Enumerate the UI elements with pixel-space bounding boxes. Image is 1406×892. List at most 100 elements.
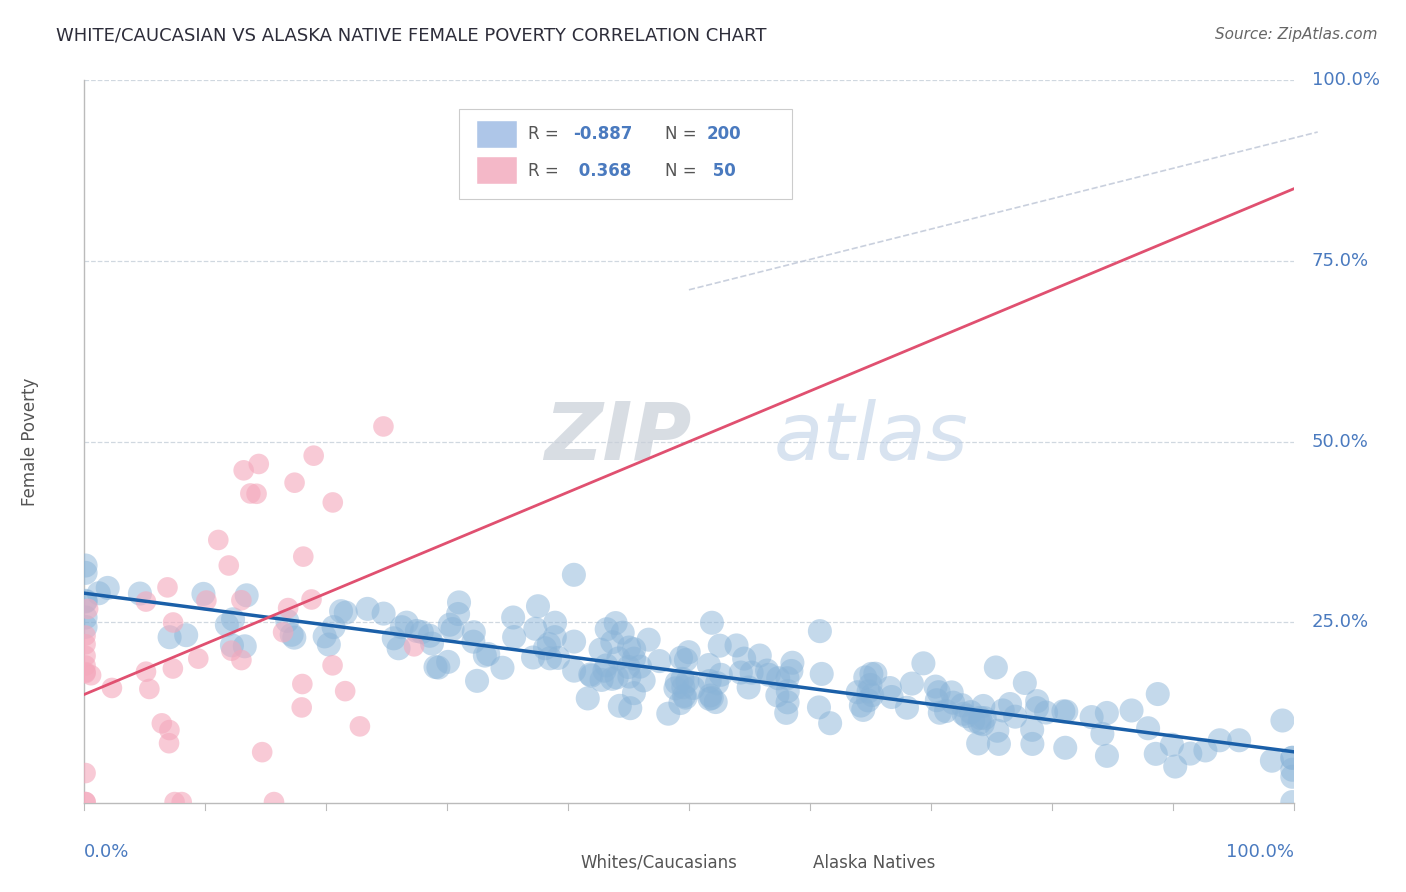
Point (1054, 705, 1077, 719)
Text: Source: ZipAtlas.com: Source: ZipAtlas.com (1215, 27, 1378, 42)
Text: N =: N = (665, 161, 702, 179)
Text: N =: N = (665, 126, 702, 144)
Point (75, 658, 97, 673)
FancyBboxPatch shape (770, 852, 804, 873)
Point (860, 688, 883, 702)
Point (75, 795, 97, 809)
Text: 100.0%: 100.0% (1226, 843, 1294, 861)
Point (766, 689, 789, 703)
Point (782, 656, 804, 670)
Point (969, 715, 991, 730)
Point (75, 766, 97, 780)
Point (1080, 710, 1102, 724)
Point (810, 667, 832, 681)
Point (322, 620, 344, 634)
Point (419, 629, 441, 643)
Point (235, 588, 257, 602)
Point (1014, 676, 1036, 690)
Point (138, 681, 160, 696)
Point (1281, 751, 1303, 765)
Point (222, 612, 245, 626)
Point (239, 486, 262, 500)
Point (157, 736, 180, 750)
Point (704, 695, 727, 709)
Point (1180, 747, 1202, 761)
Point (972, 717, 994, 731)
Text: 25.0%: 25.0% (1312, 613, 1369, 632)
Point (562, 634, 585, 648)
Point (1035, 706, 1057, 720)
Point (1271, 714, 1294, 728)
Point (129, 586, 152, 600)
Point (733, 651, 755, 665)
Text: -0.887: -0.887 (572, 126, 633, 144)
FancyBboxPatch shape (478, 157, 517, 185)
Point (924, 680, 946, 694)
Point (75, 620, 97, 634)
Point (318, 638, 340, 652)
Text: 50: 50 (707, 161, 735, 179)
Point (391, 620, 413, 634)
Point (135, 594, 157, 608)
Point (607, 651, 630, 665)
Point (967, 736, 990, 750)
Point (676, 674, 699, 689)
Point (477, 647, 499, 661)
Point (1227, 733, 1250, 747)
Text: 0.368: 0.368 (572, 161, 631, 179)
Point (425, 660, 447, 674)
Point (280, 628, 302, 642)
Point (1164, 759, 1187, 773)
Point (527, 599, 550, 614)
Point (1021, 737, 1043, 751)
Point (322, 495, 344, 509)
Point (1026, 701, 1049, 715)
Point (780, 664, 803, 678)
Point (373, 607, 395, 621)
Point (730, 665, 752, 680)
Point (617, 660, 640, 674)
Point (447, 607, 470, 621)
Point (80, 668, 103, 682)
Point (283, 631, 305, 645)
Text: 75.0%: 75.0% (1312, 252, 1369, 270)
Point (162, 615, 184, 630)
Point (221, 643, 243, 657)
Point (405, 624, 427, 638)
Point (1021, 723, 1043, 737)
Point (1095, 706, 1118, 720)
Point (1004, 709, 1026, 723)
Point (1144, 747, 1167, 761)
Point (284, 475, 307, 490)
Point (969, 711, 991, 725)
Point (544, 615, 567, 630)
Point (330, 604, 353, 618)
Text: Alaska Natives: Alaska Natives (814, 854, 936, 871)
Point (1281, 763, 1303, 777)
Point (880, 690, 903, 704)
Point (524, 622, 547, 636)
Point (465, 673, 488, 688)
Point (991, 703, 1014, 717)
Point (671, 672, 693, 686)
Point (314, 629, 336, 643)
Text: 100.0%: 100.0% (1312, 71, 1379, 89)
Point (700, 690, 723, 705)
Text: atlas: atlas (773, 399, 969, 477)
Point (463, 625, 485, 640)
Point (522, 650, 544, 665)
Point (962, 714, 984, 728)
Point (960, 705, 983, 719)
Point (633, 673, 655, 688)
Point (75, 566, 97, 580)
Point (231, 593, 253, 607)
Point (589, 642, 612, 657)
Point (1161, 738, 1184, 752)
Point (808, 624, 831, 639)
Point (1146, 687, 1168, 701)
Point (562, 664, 585, 678)
Point (195, 593, 218, 607)
Point (1054, 740, 1077, 755)
Point (174, 628, 197, 642)
Text: Female Poverty: Female Poverty (21, 377, 39, 506)
